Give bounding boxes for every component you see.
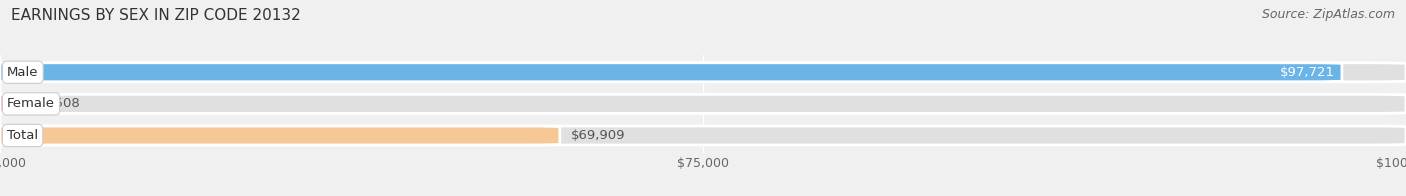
Text: $69,909: $69,909 bbox=[571, 129, 626, 142]
Text: $50,508: $50,508 bbox=[25, 97, 80, 110]
FancyBboxPatch shape bbox=[0, 126, 560, 145]
Text: $97,721: $97,721 bbox=[1279, 66, 1334, 79]
Text: Total: Total bbox=[7, 129, 38, 142]
FancyBboxPatch shape bbox=[0, 126, 1406, 145]
FancyBboxPatch shape bbox=[0, 63, 1341, 82]
FancyBboxPatch shape bbox=[0, 94, 35, 113]
FancyBboxPatch shape bbox=[0, 94, 1406, 113]
FancyBboxPatch shape bbox=[0, 63, 1406, 82]
Text: Female: Female bbox=[7, 97, 55, 110]
Text: EARNINGS BY SEX IN ZIP CODE 20132: EARNINGS BY SEX IN ZIP CODE 20132 bbox=[11, 8, 301, 23]
Text: Source: ZipAtlas.com: Source: ZipAtlas.com bbox=[1261, 8, 1395, 21]
Text: Male: Male bbox=[7, 66, 38, 79]
